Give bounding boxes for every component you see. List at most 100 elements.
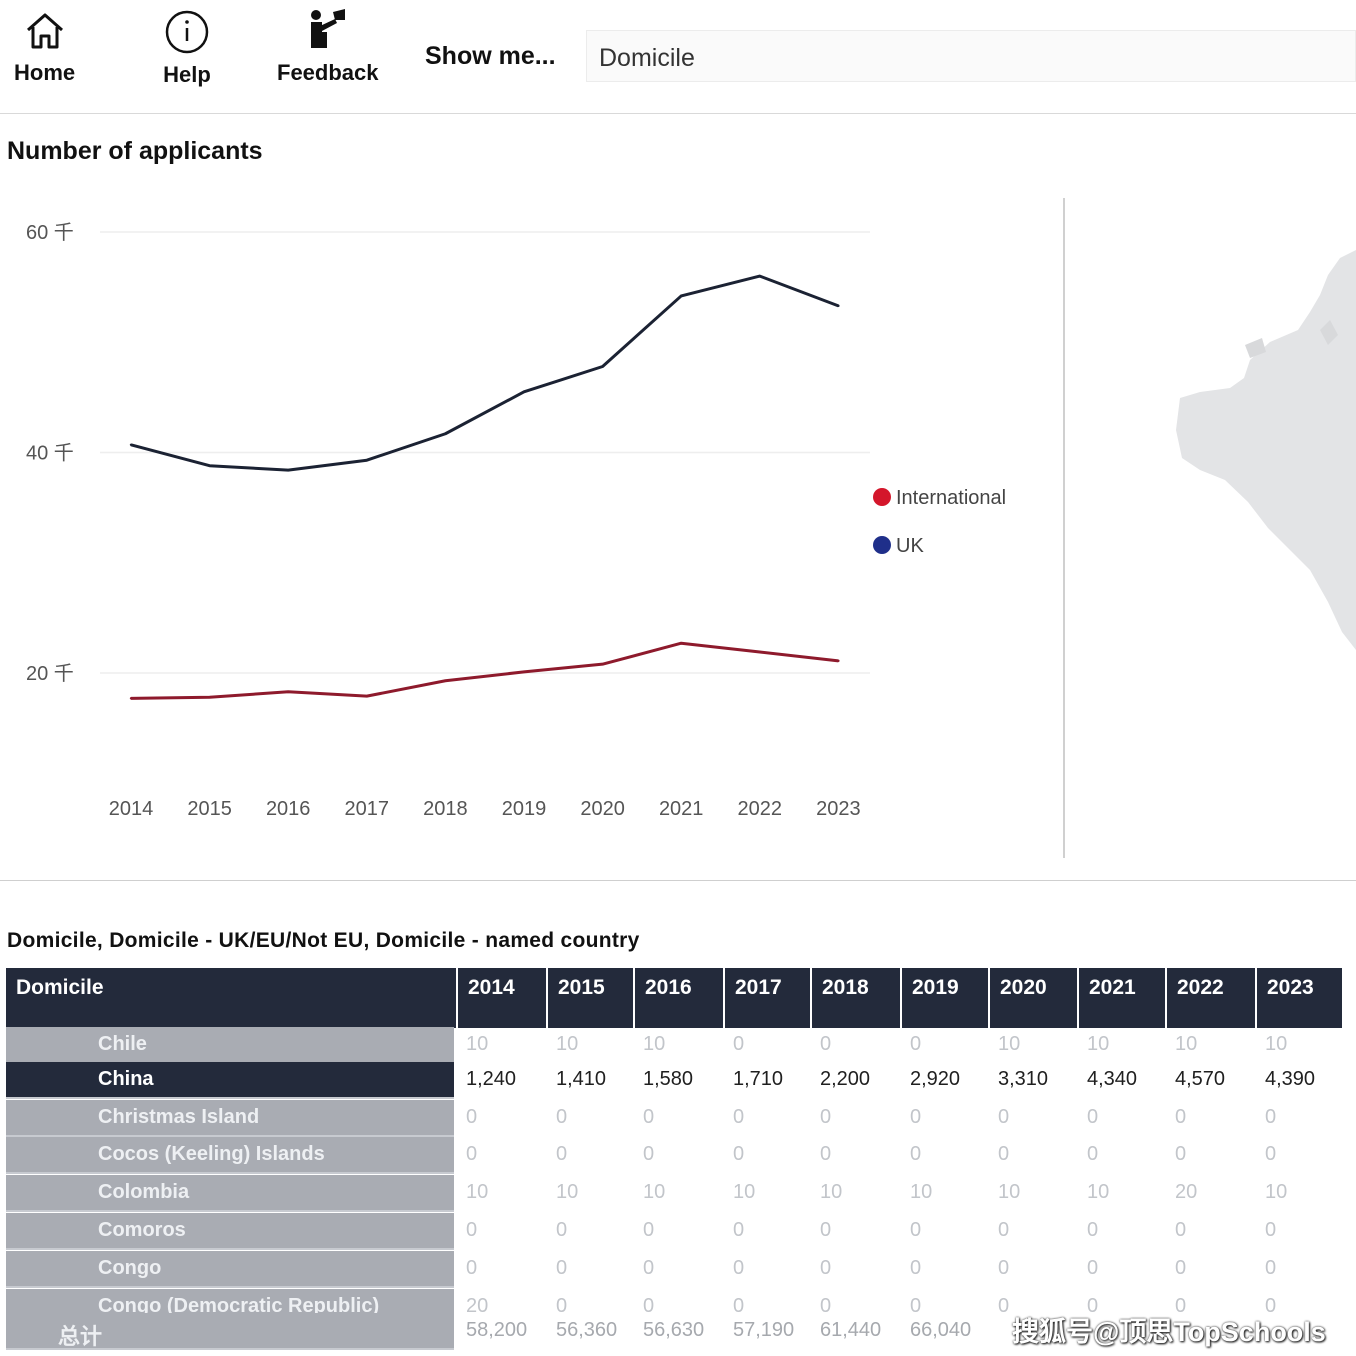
row-domicile-name[interactable]: Cocos (Keeling) Islands [6,1137,454,1174]
y-tick-label: 60 千 [26,221,74,244]
table-cell: 57,190 [733,1319,795,1341]
table-cell: 0 [466,1143,478,1165]
y-tick-label: 20 千 [26,662,74,685]
table-cell: 0 [733,1033,745,1055]
data-point [208,464,211,467]
series-line-international [130,641,839,700]
table-cell: 0 [1265,1257,1277,1279]
table-cell: 0 [733,1257,745,1279]
legend-marker-international [873,488,891,506]
table-cell: 0 [998,1106,1010,1128]
table-cell: 1,240 [466,1068,517,1090]
column-header-year[interactable]: 2022 [1165,968,1255,1028]
section-divider [0,880,1356,881]
table-cell: 0 [733,1106,745,1128]
data-point [680,294,683,298]
table-cell: 1,580 [643,1068,694,1090]
info-icon [165,10,209,54]
column-header-year[interactable]: 2015 [546,968,633,1028]
table-cell: 10 [466,1181,489,1203]
column-header-domicile[interactable]: Domicile [16,976,104,999]
table-cell: 0 [556,1106,568,1128]
data-point [444,679,447,682]
table-cell: 58,200 [466,1319,528,1341]
line-chart: 60 千 40 千 20 千 2014 2015 2016 2017 2018 2019 2020… [26,221,1006,820]
table-cell: 1,710 [733,1068,784,1090]
data-point [287,468,290,472]
table-cell: 0 [1175,1295,1187,1317]
row-domicile-name[interactable]: China [6,1062,454,1099]
table-cell: 0 [1087,1106,1099,1128]
table-cell: 4,570 [1175,1068,1226,1090]
x-tick-label: 2023 [816,798,861,820]
table-cell: 0 [1087,1295,1099,1317]
feedback-button[interactable]: Feedback [277,8,379,86]
table-cell: 10 [556,1181,579,1203]
data-point [522,670,526,674]
table-cell: 0 [1265,1219,1277,1241]
table-cell: 56,360 [556,1319,618,1341]
table-row[interactable]: Christmas Island 0 0 0 0 0 0 0 0 0 0 [6,1100,1342,1137]
table-row[interactable]: Chile 10 10 10 0 0 0 10 10 10 10 [6,1027,1342,1064]
home-button[interactable]: Home [14,8,75,86]
data-point [287,690,290,693]
data-point [680,642,683,645]
row-domicile-name[interactable]: Chile [6,1027,454,1064]
table-cell: 56,630 [643,1319,705,1341]
table-cell: 0 [556,1295,568,1317]
table-row[interactable]: Cocos (Keeling) Islands 0 0 0 0 0 0 0 0 0 0 [6,1137,1342,1174]
table-cell: 20 [1175,1181,1198,1203]
column-header-year[interactable]: 2021 [1077,968,1165,1028]
table-cell: 0 [1265,1143,1277,1165]
column-header-year[interactable]: 2020 [988,968,1077,1028]
x-tick-label: 2017 [345,798,390,820]
table-row[interactable]: Comoros 0 0 0 0 0 0 0 0 0 0 [6,1213,1342,1250]
table-cell: 0 [820,1143,832,1165]
data-point [837,304,840,308]
column-header-year[interactable]: 2017 [723,968,810,1028]
table-title: Domicile, Domicile - UK/EU/Not EU, Domic… [7,929,640,952]
column-header-year[interactable]: 2019 [900,968,988,1028]
table-row[interactable]: Congo 0 0 0 0 0 0 0 0 0 0 [6,1251,1342,1288]
column-header-year[interactable]: 2016 [633,968,723,1028]
table-cell: 0 [643,1295,655,1317]
table-cell: 0 [1087,1143,1099,1165]
table-cell: 0 [910,1257,922,1279]
row-domicile-name[interactable]: Congo [6,1251,454,1288]
data-point [365,459,368,462]
y-tick-label: 40 千 [26,442,74,465]
data-point [758,274,761,278]
table-cell: 0 [1175,1257,1187,1279]
dropdown-selected-value: Domicile [599,44,695,72]
series-line-uk [130,274,839,472]
table-cell: 10 [1087,1181,1110,1203]
row-domicile-name[interactable]: Colombia [6,1175,454,1212]
table-cell: 0 [1175,1143,1187,1165]
legend-label-international: International [896,487,1006,509]
row-domicile-name[interactable]: 总计 [6,1313,454,1350]
table-cell: 10 [820,1181,843,1203]
show-me-dropdown[interactable]: Domicile [586,30,1356,82]
table-cell: 0 [1087,1219,1099,1241]
row-domicile-name[interactable]: Christmas Island [6,1100,454,1137]
help-button[interactable]: Help [163,8,211,88]
x-tick-label: 2021 [659,798,704,820]
data-point [444,432,447,435]
table-row-selected[interactable]: China 1,240 1,410 1,580 1,710 2,200 2,920 3,310… [6,1062,1342,1099]
table-total-row[interactable]: 总计 58,200 56,360 56,630 57,190 61,440 66,040 [6,1313,1342,1350]
table-row[interactable]: Colombia 10 10 10 10 10 10 10 10 20 10 [6,1175,1342,1212]
column-header-year[interactable]: 2023 [1255,968,1342,1028]
table-cell: 10 [643,1033,666,1055]
world-map-image [1176,250,1356,650]
data-point [208,696,211,699]
table-header-row: Domicile 2014 2015 2016 2017 2018 2019 2020 2021… [6,968,1342,1028]
column-header-year[interactable]: 2018 [810,968,900,1028]
row-domicile-name[interactable]: Comoros [6,1213,454,1250]
table-cell: 0 [1265,1106,1277,1128]
column-header-year[interactable]: 2014 [456,968,546,1028]
table-cell: 0 [820,1295,832,1317]
table-cell: 2,200 [820,1068,871,1090]
table-cell: 0 [556,1219,568,1241]
x-tick-label: 2019 [502,798,547,820]
table-cell: 0 [556,1143,568,1165]
